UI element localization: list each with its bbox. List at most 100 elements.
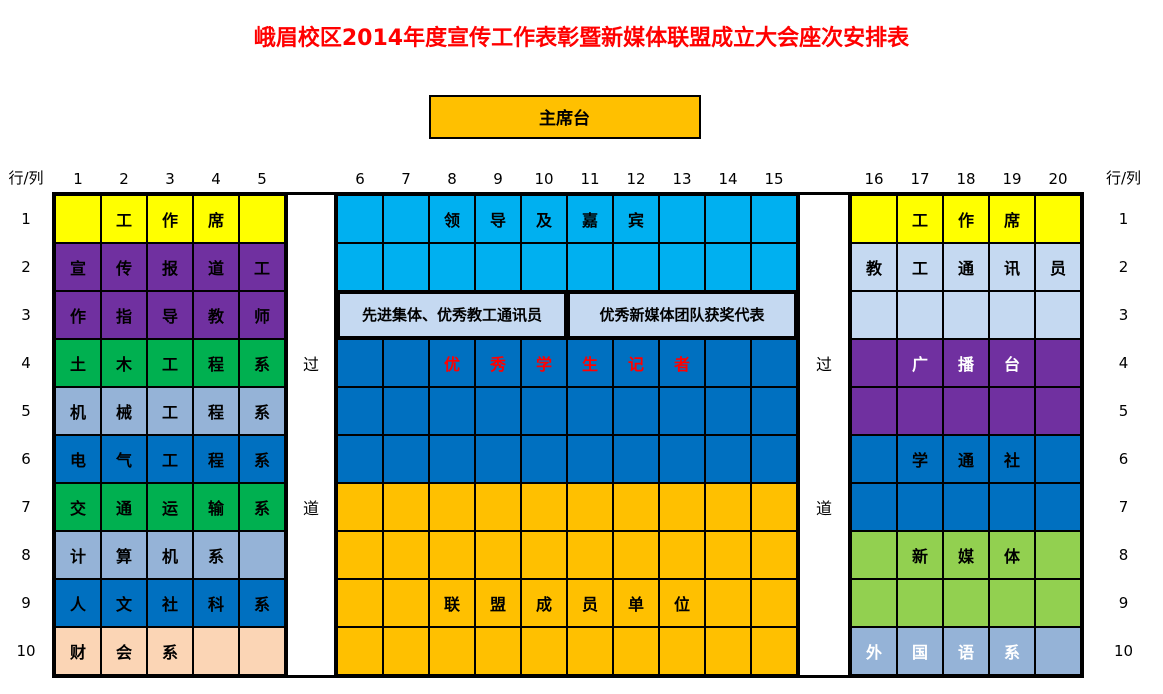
seat-cell [337, 386, 383, 435]
seat-cell [1035, 530, 1081, 579]
seat-cell [851, 482, 897, 531]
seat-cell [521, 482, 567, 531]
seat-cell: 计 [55, 530, 101, 579]
col-header: 15 [764, 169, 784, 188]
seat-cell [429, 242, 475, 291]
seat-cell [429, 482, 475, 531]
block-middle: 领导及嘉宾先进集体、优秀教工通讯员 优秀新媒体团队获奖代表优秀学生记者联盟成员单位 [334, 191, 800, 678]
row-number: 5 [1118, 401, 1129, 420]
seat-cell [383, 482, 429, 531]
column-headers-left: 1 2 3 4 5 [52, 170, 288, 190]
seat-cell: 电 [55, 434, 101, 483]
col-header: 9 [493, 169, 503, 188]
seat-cell: 作 [943, 194, 989, 243]
seat-cell: 输 [193, 482, 239, 531]
seat-cell [613, 482, 659, 531]
seat-cell [613, 386, 659, 435]
seat-cell [383, 386, 429, 435]
seat-cell: 优 [429, 338, 475, 387]
row-number: 3 [21, 305, 31, 324]
row-numbers-left: 1 2 3 4 5 6 7 8 9 10 [0, 192, 52, 678]
seat-cell [613, 626, 659, 675]
seat-cell [475, 386, 521, 435]
seat-cell [521, 386, 567, 435]
seat-cell [851, 290, 897, 339]
seat-cell [851, 578, 897, 627]
seat-cell [429, 386, 475, 435]
seat-cell [383, 242, 429, 291]
block-right: 工作席教工通讯员广播台学通社新媒体外国语系 [848, 191, 1084, 678]
row-number: 9 [21, 593, 31, 612]
row-numbers-right: 1 2 3 4 5 6 7 8 9 10 [1084, 192, 1163, 678]
seat-cell: 社 [147, 578, 193, 627]
seat-cell [521, 626, 567, 675]
seat-cell [337, 578, 383, 627]
seat-cell [55, 194, 101, 243]
seat-cell [521, 530, 567, 579]
seat-cell [851, 434, 897, 483]
row-number: 10 [1113, 641, 1134, 660]
seat-cell [239, 626, 285, 675]
seat-cell: 教 [193, 290, 239, 339]
col-header: 14 [718, 169, 738, 188]
row-number: 8 [21, 545, 31, 564]
seat-cell [851, 386, 897, 435]
seat-cell [337, 242, 383, 291]
seat-cell [429, 530, 475, 579]
seat-cell [1035, 338, 1081, 387]
seat-cell: 会 [101, 626, 147, 675]
row-number: 4 [21, 353, 31, 372]
stage-box: 主席台 [428, 94, 701, 139]
seat-cell: 程 [193, 386, 239, 435]
seat-cell: 系 [239, 434, 285, 483]
col-header: 4 [211, 169, 221, 188]
seat-cell: 算 [101, 530, 147, 579]
row-number: 7 [21, 497, 31, 516]
seat-cell [383, 626, 429, 675]
row-number: 1 [1118, 209, 1129, 228]
seat-cell: 社 [989, 434, 1035, 483]
seat-cell: 员 [567, 578, 613, 627]
seat-cell [705, 482, 751, 531]
seat-cell [705, 434, 751, 483]
seat-cell [989, 482, 1035, 531]
seat-cell [567, 626, 613, 675]
seat-cell: 机 [55, 386, 101, 435]
seat-cell: 械 [101, 386, 147, 435]
seat-cell: 报 [147, 242, 193, 291]
col-header: 1 [73, 169, 83, 188]
seat-cell: 程 [193, 434, 239, 483]
seat-cell [1035, 290, 1081, 339]
seat-cell [567, 530, 613, 579]
seat-cell [567, 482, 613, 531]
seat-cell: 领 [429, 194, 475, 243]
seat-cell [475, 242, 521, 291]
seat-cell [1035, 578, 1081, 627]
seat-cell [659, 386, 705, 435]
seat-cell [429, 434, 475, 483]
seat-cell [193, 626, 239, 675]
aisle-right: 过道 [800, 191, 848, 678]
seat-cell [989, 578, 1035, 627]
col-header: 12 [626, 169, 646, 188]
seat-cell [659, 626, 705, 675]
seat-cell [943, 482, 989, 531]
seat-cell [239, 530, 285, 579]
seat-cell [705, 626, 751, 675]
seat-cell: 盟 [475, 578, 521, 627]
col-header: 18 [956, 169, 976, 188]
seat-cell [475, 530, 521, 579]
seat-cell [751, 578, 797, 627]
seat-cell: 工 [101, 194, 147, 243]
seat-cell: 道 [193, 242, 239, 291]
seat-cell [851, 338, 897, 387]
seat-cell [567, 386, 613, 435]
seat-cell [239, 194, 285, 243]
row-number: 5 [21, 401, 31, 420]
seat-cell: 外 [851, 626, 897, 675]
seat-cell [383, 194, 429, 243]
seat-cell: 播 [943, 338, 989, 387]
seat-cell: 宣 [55, 242, 101, 291]
seat-cell: 联 [429, 578, 475, 627]
seat-cell: 成 [521, 578, 567, 627]
